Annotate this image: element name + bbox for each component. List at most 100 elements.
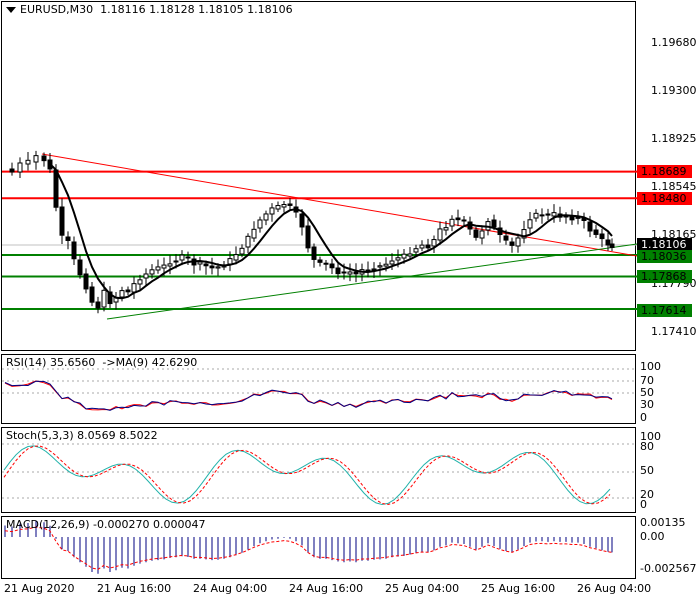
candle-body (377, 265, 383, 268)
level-tag-support-2: 1.17868 (637, 270, 692, 283)
dropdown-arrow-icon[interactable] (6, 7, 16, 13)
macd-axis-label: 0.00135 (640, 516, 686, 529)
price-axis-label: 1.18165 (651, 228, 697, 241)
candle-body (527, 219, 533, 229)
candle-body (101, 289, 107, 308)
candle-body (17, 162, 23, 173)
macd-axis-label: 0.00 (640, 530, 665, 543)
candle-body (275, 205, 281, 210)
macd-canvas (4, 520, 613, 574)
candle-body (83, 273, 89, 290)
candle-body (551, 212, 557, 217)
candle-body (131, 283, 137, 293)
candle-body (173, 260, 179, 263)
candle-body (521, 229, 527, 239)
candle-body (509, 241, 515, 246)
candle-body (443, 227, 449, 231)
candle-body (269, 207, 275, 215)
candle-body (41, 155, 47, 162)
stoch-axis-label: 80 (640, 440, 654, 453)
candle-body (503, 235, 509, 241)
candle-body (245, 235, 251, 248)
stochastic-title: Stoch(5,3,3) 8.0569 8.5022 (6, 429, 158, 442)
candle-body (395, 257, 401, 261)
price-axis-label: 1.17410 (651, 325, 697, 338)
candle-body (179, 254, 185, 261)
candle-body (299, 213, 305, 228)
candle-body (407, 253, 413, 257)
candle-body (33, 155, 39, 163)
candle-body (609, 243, 615, 248)
candle-body (107, 291, 113, 305)
candle-body (593, 229, 599, 235)
moving-average-line (49, 163, 613, 300)
price-chart-pane[interactable]: EURUSD,M30 1.18116 1.18128 1.18105 1.181… (1, 1, 637, 351)
time-axis-label: 21 Aug 16:00 (97, 582, 172, 595)
candle-body (203, 263, 209, 267)
macd-axis-label: -0.002567 (640, 562, 697, 575)
candle-body (77, 259, 83, 276)
price-axis-label: 1.19300 (651, 84, 697, 97)
candle-body (419, 244, 425, 249)
candle-body (281, 203, 287, 208)
candle-body (143, 273, 149, 279)
candle-body (89, 286, 95, 303)
stoch-axis-label: 0 (640, 498, 647, 511)
candle-body (401, 253, 407, 259)
rsi-title: RSI(14) 35.6560 ->MA(9) 42.6290 (6, 356, 198, 369)
stoch-axis-label: 20 (640, 488, 654, 501)
candle-body (215, 266, 221, 269)
candle-body (311, 246, 317, 260)
candle-body (227, 258, 233, 265)
candle-body (155, 266, 161, 271)
resistance-trendline (41, 153, 637, 257)
stochastic-pane[interactable]: Stoch(5,3,3) 8.0569 8.5022 (1, 427, 637, 513)
candle-body (323, 262, 329, 265)
rsi-pane[interactable]: RSI(14) 35.6560 ->MA(9) 42.6290 (1, 354, 637, 424)
candle-body (545, 213, 551, 216)
macd-pane[interactable]: MACD(12,26,9) -0.000270 0.000047 (1, 516, 636, 579)
candle-body (65, 236, 71, 241)
candle-body (53, 169, 59, 208)
candle-body (59, 206, 65, 236)
candle-body (329, 263, 335, 269)
level-tag-support-3: 1.17614 (637, 304, 692, 317)
rsi-axis-label: 0 (640, 411, 647, 424)
candle-body (425, 244, 431, 249)
candle-body (491, 219, 497, 228)
price-axis-label: 1.19680 (651, 36, 697, 49)
candle-body (575, 216, 581, 219)
candle-body (263, 213, 269, 221)
candle-body (119, 290, 125, 298)
stoch-axis-label: 100 (640, 430, 661, 443)
chart-title-text: EURUSD,M30 1.18116 1.18128 1.18105 1.181… (20, 3, 293, 16)
candle-body (371, 268, 377, 271)
candle-body (161, 264, 167, 269)
candle-body (389, 260, 395, 265)
candle-body (473, 229, 479, 238)
candle-body (239, 247, 245, 255)
candle-body (251, 228, 257, 239)
time-axis-label: 25 Aug 16:00 (481, 582, 556, 595)
price-axis-label: 1.18925 (651, 132, 697, 145)
rsi-canvas (2, 368, 637, 411)
candle-body (515, 237, 521, 247)
candle-body (209, 265, 215, 269)
time-axis-label: 21 Aug 2020 (4, 582, 75, 595)
rsi-line (4, 380, 613, 411)
level-tag-support-1: 1.18036 (637, 250, 692, 263)
rsi-axis-label: 30 (640, 398, 654, 411)
candle-body (317, 259, 323, 263)
level-tag-resistance-2: 1.18480 (637, 192, 692, 205)
rsi-axis-label: 50 (640, 386, 654, 399)
candle-body (449, 218, 455, 227)
candle-body (539, 214, 545, 217)
candle-body (461, 219, 467, 222)
candle-body (185, 256, 191, 259)
time-axis-label: 26 Aug 04:00 (577, 582, 652, 595)
candle-body (9, 168, 15, 173)
macd-signal-line (4, 526, 613, 570)
candle-body (353, 271, 359, 275)
candle-body (287, 203, 293, 206)
candle-body (431, 239, 437, 247)
